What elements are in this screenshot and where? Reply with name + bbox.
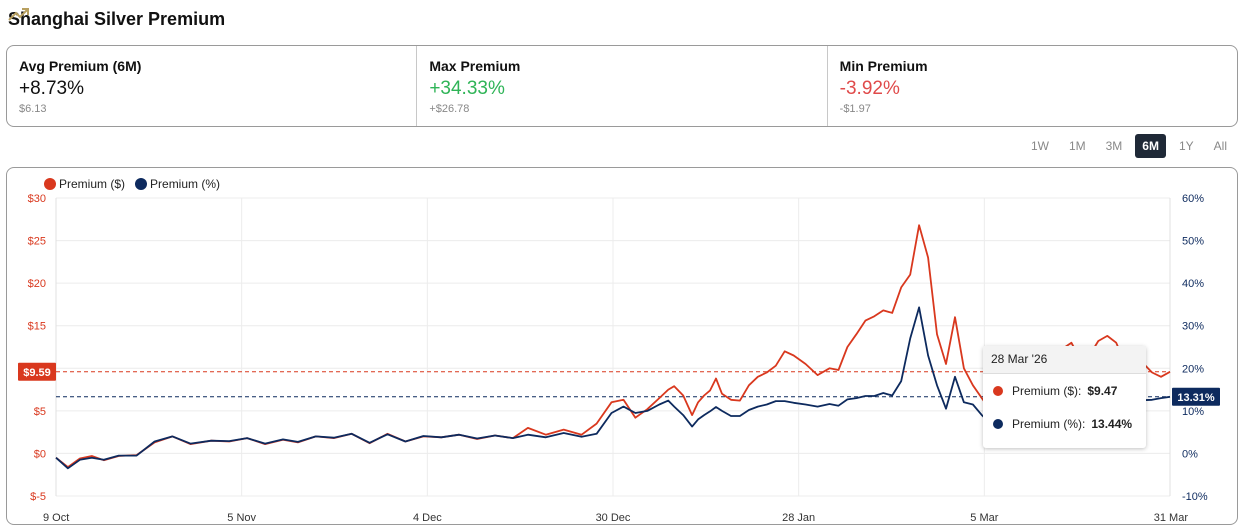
range-1y[interactable]: 1Y	[1178, 139, 1194, 153]
y-left-tick-label: $30	[28, 193, 46, 205]
stat-max-premium: Max Premium +34.33% +$26.78	[417, 46, 828, 126]
tooltip-value: 13.44%	[1091, 416, 1133, 431]
range-3m[interactable]: 3M	[1105, 139, 1123, 153]
y-right-tick-label: 50%	[1182, 236, 1204, 248]
legend-label: Premium (%)	[150, 177, 221, 191]
stat-value: -3.92%	[839, 78, 900, 99]
stat-min-premium: Min Premium -3.92% -$1.97	[828, 46, 1237, 126]
y-left-tick-label: $5	[34, 406, 46, 418]
chart-container	[6, 167, 1238, 525]
tooltip-dot-red-icon	[993, 385, 1003, 396]
chart-tooltip: 28 Mar '26 Premium ($): $9.47 Premium (%…	[983, 346, 1146, 448]
current-usd-badge	[18, 362, 56, 381]
tooltip-value: $9.47	[1087, 383, 1118, 398]
tooltip-dot-navy-icon	[993, 418, 1003, 429]
stat-sub: -$1.97	[839, 103, 871, 115]
stat-label: Max Premium	[429, 58, 521, 74]
y-left-tick-label: $20	[28, 278, 46, 290]
range-1m[interactable]: 1M	[1068, 139, 1086, 153]
tooltip-label: Premium (%):	[1012, 416, 1086, 431]
stat-label: Avg Premium (6M)	[19, 58, 142, 74]
legend-item-premium-pct[interactable]: Premium (%)	[135, 177, 220, 191]
x-tick-label: 4 Dec	[413, 512, 442, 524]
x-tick-label: 31 Mar	[1154, 512, 1189, 524]
trend-up-icon	[8, 8, 29, 21]
tooltip-date: 28 Mar '26	[983, 346, 1146, 374]
y-right-tick-label: 40%	[1182, 278, 1204, 290]
stat-label: Min Premium	[839, 58, 928, 74]
y-left-tick-label: $0	[34, 448, 46, 460]
tooltip-row-pct: Premium (%): 13.44%	[983, 407, 1146, 440]
stat-sub: $6.13	[19, 103, 47, 115]
tooltip-label: Premium ($):	[1012, 383, 1082, 398]
y-right-tick-label: 0%	[1182, 448, 1198, 460]
y-right-tick-label: 30%	[1182, 321, 1204, 333]
stat-value: +34.33%	[429, 78, 505, 99]
y-right-tick-label: 10%	[1182, 406, 1204, 418]
page-header: Shanghai Silver Premium	[8, 6, 225, 32]
x-tick-label: 5 Mar	[970, 512, 998, 524]
current-usd-label: $9.59	[23, 367, 51, 379]
x-tick-label: 28 Jan	[782, 512, 815, 524]
page-title: Shanghai Silver Premium	[8, 8, 226, 29]
y-right-tick-label: 20%	[1182, 363, 1204, 375]
y-left-tick-label: $15	[28, 321, 46, 333]
stat-avg-premium: Avg Premium (6M) +8.73% $6.13	[7, 46, 418, 126]
y-left-tick-label: $25	[28, 236, 46, 248]
y-right-tick-label: -10%	[1182, 491, 1208, 503]
x-tick-label: 30 Dec	[596, 512, 631, 524]
current-pct-label: 13.31%	[1177, 392, 1215, 404]
legend-dot-navy-icon	[135, 178, 148, 190]
stat-value: +8.73%	[19, 78, 84, 99]
legend-label: Premium ($)	[59, 177, 126, 191]
x-tick-label: 9 Oct	[43, 512, 69, 524]
legend-dot-red-icon	[44, 178, 56, 190]
y-left-tick-label: $-5	[30, 491, 46, 503]
tooltip-row-usd: Premium ($): $9.47	[983, 374, 1146, 407]
time-range-selector: 1W 1M 3M 6M 1Y All	[1024, 134, 1234, 158]
chart-legend: Premium ($) Premium (%)	[44, 177, 220, 191]
x-tick-label: 5 Nov	[227, 512, 256, 524]
legend-item-premium-usd[interactable]: Premium ($)	[44, 177, 125, 191]
range-1w[interactable]: 1W	[1030, 139, 1049, 153]
y-right-tick-label: 60%	[1182, 193, 1204, 205]
stat-sub: +$26.78	[429, 103, 470, 115]
current-pct-badge	[1172, 387, 1220, 406]
stats-panel: Avg Premium (6M) +8.73% $6.13 Max Premiu…	[6, 45, 1238, 127]
range-all[interactable]: All	[1213, 139, 1227, 153]
range-6m[interactable]: 6M	[1135, 134, 1166, 158]
